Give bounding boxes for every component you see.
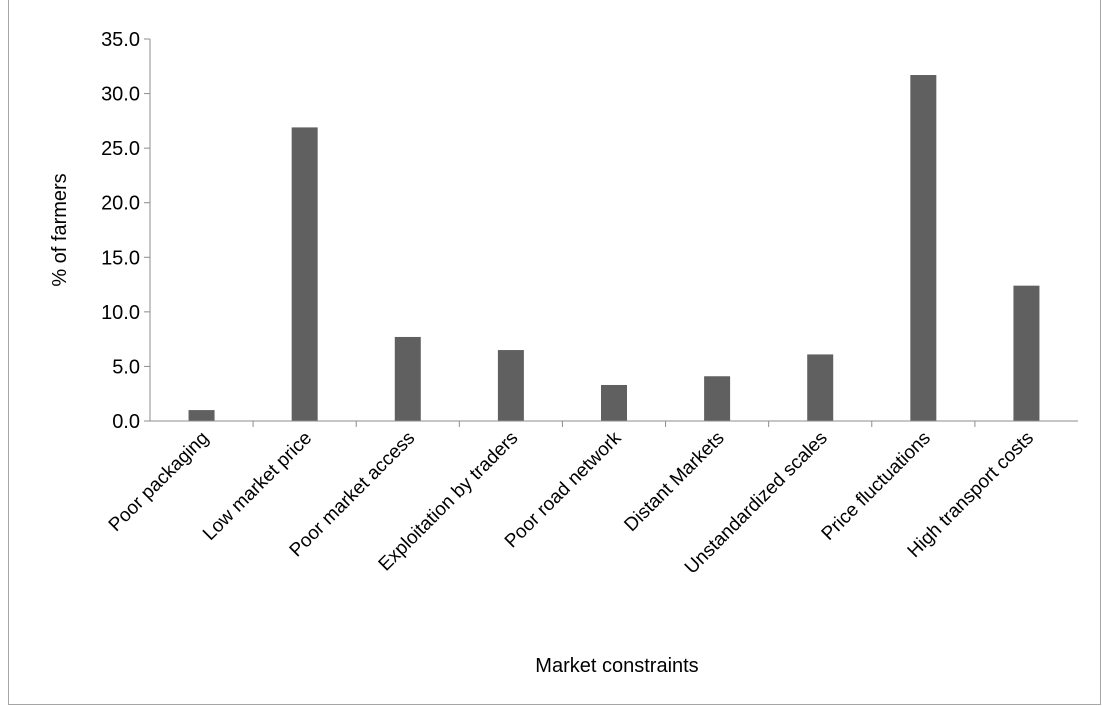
x-tick-label: Low market price xyxy=(199,428,316,545)
bar xyxy=(394,336,421,421)
y-tick-label: 25.0 xyxy=(101,138,140,160)
y-tick-label: 0.0 xyxy=(112,411,140,433)
y-tick-label: 35.0 xyxy=(101,29,140,51)
bar xyxy=(601,384,627,421)
x-tick-label: Distant Markets xyxy=(620,428,728,536)
bar xyxy=(188,410,215,421)
bar xyxy=(1013,285,1040,421)
y-axis-ticks: 0.0 5.0 10.0 15.0 20.0 25.0 30.0 35.0 xyxy=(101,29,150,433)
bar xyxy=(704,376,731,421)
y-tick-label: 30.0 xyxy=(101,84,140,106)
bar xyxy=(291,127,318,422)
chart-frame xyxy=(8,0,1101,705)
x-axis-title: Market constraints xyxy=(535,655,698,677)
bar xyxy=(497,350,524,421)
y-axis-title: % of farmers xyxy=(49,173,71,286)
x-tick-label: Poor packaging xyxy=(105,428,213,536)
x-tick-label: Poor road network xyxy=(501,427,626,552)
y-tick-label: 20.0 xyxy=(101,193,140,215)
y-tick-label: 5.0 xyxy=(112,356,140,378)
y-tick-label: 15.0 xyxy=(101,247,140,269)
x-tick-label: Price fluctuations xyxy=(818,428,935,545)
y-tick-label: 10.0 xyxy=(101,302,140,324)
bar xyxy=(807,354,834,421)
bars xyxy=(188,75,1040,427)
bar xyxy=(910,75,937,421)
